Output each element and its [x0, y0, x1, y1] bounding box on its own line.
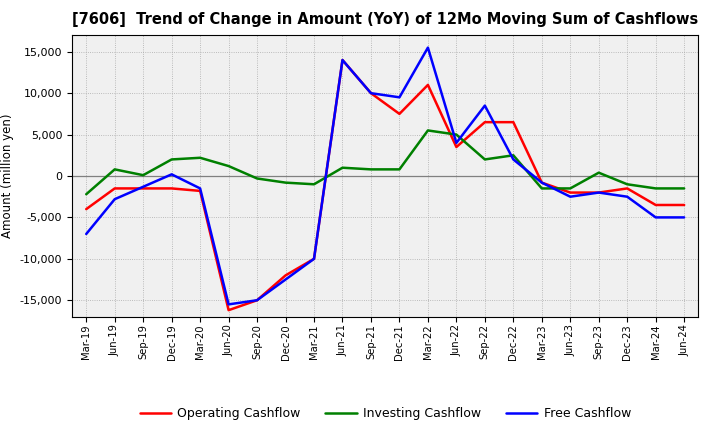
Operating Cashflow [338, 57, 347, 62]
Free Cashflow [595, 190, 603, 195]
Investing Cashflow [253, 176, 261, 181]
Investing Cashflow [480, 157, 489, 162]
Free Cashflow [310, 256, 318, 261]
Y-axis label: Amount (million yen): Amount (million yen) [1, 114, 14, 238]
Investing Cashflow [623, 182, 631, 187]
Free Cashflow [196, 186, 204, 191]
Investing Cashflow [395, 167, 404, 172]
Operating Cashflow [537, 180, 546, 185]
Operating Cashflow [452, 144, 461, 150]
Operating Cashflow [110, 186, 119, 191]
Free Cashflow [139, 184, 148, 189]
Operating Cashflow [82, 206, 91, 212]
Operating Cashflow [196, 188, 204, 194]
Operating Cashflow [225, 308, 233, 313]
Investing Cashflow [566, 186, 575, 191]
Investing Cashflow [110, 167, 119, 172]
Operating Cashflow [509, 120, 518, 125]
Investing Cashflow [225, 163, 233, 169]
Free Cashflow [623, 194, 631, 199]
Free Cashflow [225, 302, 233, 307]
Operating Cashflow [652, 202, 660, 208]
Operating Cashflow [310, 256, 318, 261]
Investing Cashflow [537, 186, 546, 191]
Investing Cashflow [310, 182, 318, 187]
Line: Free Cashflow: Free Cashflow [86, 48, 684, 304]
Operating Cashflow [566, 190, 575, 195]
Operating Cashflow [680, 202, 688, 208]
Investing Cashflow [423, 128, 432, 133]
Operating Cashflow [282, 273, 290, 278]
Free Cashflow [537, 180, 546, 185]
Investing Cashflow [452, 132, 461, 137]
Line: Operating Cashflow: Operating Cashflow [86, 60, 684, 310]
Investing Cashflow [680, 186, 688, 191]
Investing Cashflow [282, 180, 290, 185]
Investing Cashflow [139, 172, 148, 178]
Title: [7606]  Trend of Change in Amount (YoY) of 12Mo Moving Sum of Cashflows: [7606] Trend of Change in Amount (YoY) o… [72, 12, 698, 27]
Operating Cashflow [366, 91, 375, 96]
Operating Cashflow [623, 186, 631, 191]
Investing Cashflow [595, 170, 603, 175]
Free Cashflow [480, 103, 489, 108]
Legend: Operating Cashflow, Investing Cashflow, Free Cashflow: Operating Cashflow, Investing Cashflow, … [135, 402, 636, 425]
Operating Cashflow [423, 82, 432, 88]
Operating Cashflow [167, 186, 176, 191]
Investing Cashflow [82, 191, 91, 197]
Operating Cashflow [139, 186, 148, 191]
Free Cashflow [366, 91, 375, 96]
Free Cashflow [395, 95, 404, 100]
Free Cashflow [338, 57, 347, 62]
Free Cashflow [452, 140, 461, 146]
Free Cashflow [566, 194, 575, 199]
Operating Cashflow [253, 297, 261, 303]
Investing Cashflow [652, 186, 660, 191]
Free Cashflow [282, 277, 290, 282]
Free Cashflow [652, 215, 660, 220]
Free Cashflow [167, 172, 176, 177]
Investing Cashflow [509, 153, 518, 158]
Operating Cashflow [480, 120, 489, 125]
Operating Cashflow [595, 190, 603, 195]
Investing Cashflow [338, 165, 347, 170]
Free Cashflow [253, 297, 261, 303]
Free Cashflow [110, 197, 119, 202]
Free Cashflow [509, 157, 518, 162]
Free Cashflow [82, 231, 91, 237]
Investing Cashflow [366, 167, 375, 172]
Line: Investing Cashflow: Investing Cashflow [86, 130, 684, 194]
Investing Cashflow [167, 157, 176, 162]
Operating Cashflow [395, 111, 404, 117]
Investing Cashflow [196, 155, 204, 161]
Free Cashflow [423, 45, 432, 50]
Free Cashflow [680, 215, 688, 220]
